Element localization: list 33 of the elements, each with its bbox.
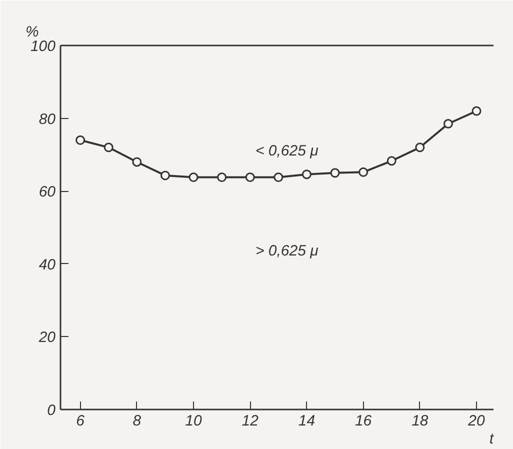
y-tick-label: 60: [38, 184, 56, 201]
y-axis-title: %: [26, 24, 39, 40]
point: [104, 142, 114, 152]
y-tick-label: 80: [38, 110, 56, 128]
x-tick-label: 12: [242, 412, 260, 430]
point: [188, 172, 198, 182]
annotation: < 0,625 μ: [256, 142, 318, 160]
x-tick-label: 8: [132, 412, 142, 430]
y-tick-label: 100: [30, 38, 56, 55]
point: [386, 156, 396, 166]
point: [245, 172, 255, 182]
x-tick-label: 10: [185, 412, 203, 430]
point: [415, 142, 425, 152]
point: [330, 168, 340, 178]
point: [302, 170, 312, 180]
point: [274, 172, 284, 182]
x-tick-label: 16: [354, 412, 372, 430]
annotation: > 0,625 μ: [256, 242, 318, 260]
point: [472, 106, 482, 116]
y-tick-label: 20: [38, 329, 56, 346]
x-tick-label: 20: [467, 412, 486, 430]
point: [132, 157, 142, 167]
y-tick-label: 40: [38, 256, 56, 274]
point: [160, 170, 170, 180]
point: [443, 119, 453, 128]
x-tick-label: 6: [76, 412, 86, 430]
point: [76, 135, 86, 145]
point: [358, 167, 368, 177]
x-tick-label: 18: [412, 412, 429, 430]
x-tick-label: 14: [298, 412, 316, 430]
point: [217, 172, 227, 182]
y-tick-label: 0: [47, 402, 56, 419]
x-axis-title: t: [489, 430, 494, 448]
